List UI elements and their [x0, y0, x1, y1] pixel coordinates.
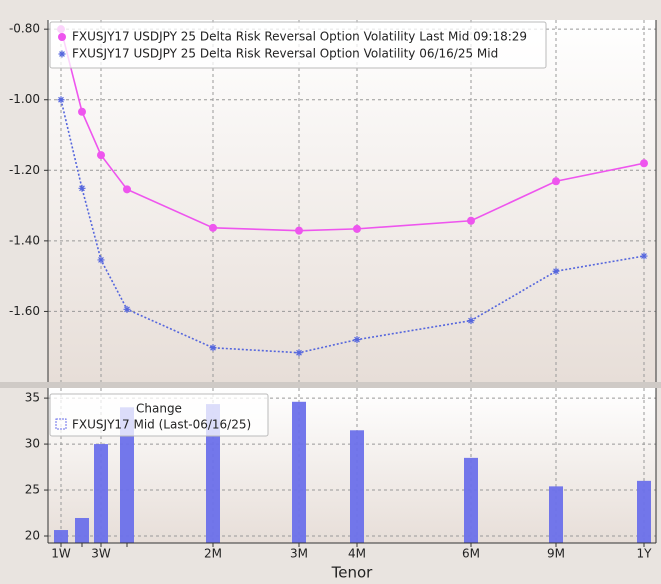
bar	[549, 486, 563, 543]
point	[552, 267, 560, 275]
x-axis-title: Tenor	[331, 564, 374, 582]
point	[353, 224, 361, 233]
x-tick-label: 4M	[348, 547, 366, 561]
bar	[206, 404, 220, 543]
y-tick-label: 35	[25, 391, 40, 405]
x-tick-label: 1Y	[637, 547, 653, 561]
x-tick-label: 1W	[51, 547, 71, 561]
bar	[94, 444, 108, 543]
point	[640, 159, 648, 168]
point	[353, 336, 361, 344]
legend-label: FXUSJY17 Mid (Last-06/16/25)	[72, 418, 251, 432]
point	[209, 344, 217, 352]
x-tick-label: 2M	[204, 547, 222, 561]
point	[209, 223, 217, 232]
legend-box	[49, 21, 547, 69]
bar	[464, 457, 478, 543]
y-tick-label: -1.20	[9, 163, 40, 177]
point	[123, 305, 131, 313]
y-tick-label: -1.40	[9, 233, 40, 247]
x-tick-label: 9M	[547, 547, 565, 561]
point	[295, 226, 303, 235]
x-tick-label: 6M	[462, 547, 480, 561]
point	[78, 184, 86, 192]
point	[123, 185, 131, 194]
bar	[120, 407, 134, 543]
bar	[75, 517, 89, 543]
point	[295, 349, 303, 357]
y-tick-label: 30	[25, 437, 40, 451]
y-tick-label: -1.60	[9, 304, 40, 318]
legend-marker	[58, 50, 66, 58]
point	[467, 317, 475, 325]
panel-divider	[0, 382, 661, 388]
point	[97, 151, 105, 160]
legend-marker	[58, 33, 66, 41]
line	[60, 28, 645, 232]
bar	[350, 430, 364, 543]
point	[552, 177, 560, 186]
top-plot-area	[48, 20, 656, 382]
line	[60, 99, 645, 354]
point	[467, 216, 475, 225]
y-tick-label: 25	[25, 483, 40, 497]
point	[640, 252, 648, 260]
point	[78, 107, 86, 116]
point	[57, 96, 65, 104]
x-tick-label: 3M	[290, 547, 308, 561]
x-tick-label: 3W	[91, 547, 111, 561]
bar	[637, 480, 651, 543]
point	[97, 256, 105, 264]
y-tick-label: -1.00	[9, 92, 40, 106]
y-tick-label: 20	[25, 529, 40, 543]
bar	[292, 401, 306, 543]
legend-label: FXUSJY17 USDJPY 25 Delta Risk Reversal O…	[72, 30, 527, 44]
bar	[54, 530, 68, 543]
legend-box	[49, 393, 269, 437]
legend-marker	[55, 418, 67, 430]
legend-title: Change	[136, 402, 182, 416]
y-tick-label: -0.80	[9, 22, 40, 36]
legend-label: FXUSJY17 USDJPY 25 Delta Risk Reversal O…	[72, 47, 498, 61]
